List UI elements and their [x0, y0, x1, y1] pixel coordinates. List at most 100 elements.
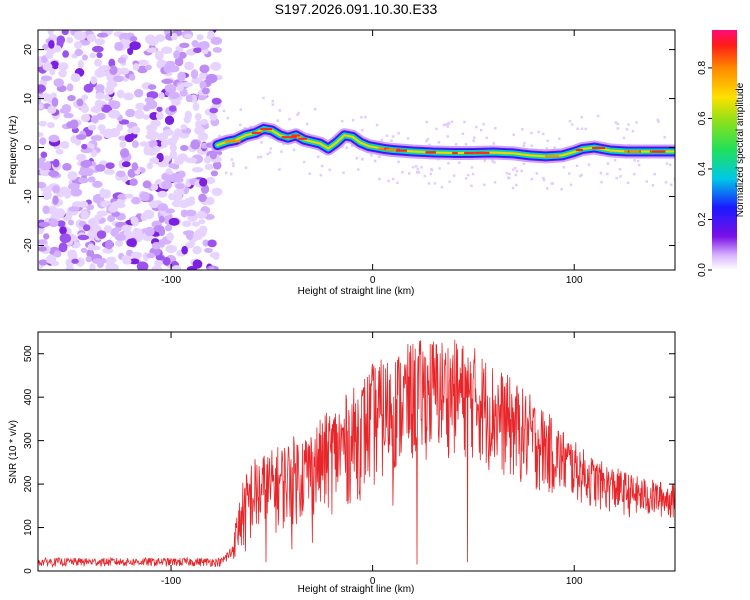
noise-blob — [140, 212, 148, 222]
faint-cell — [385, 134, 389, 138]
noise-blob — [181, 220, 192, 227]
noise-blob — [161, 46, 173, 54]
noise-blob — [169, 150, 178, 160]
noise-blob — [198, 219, 206, 225]
ridge-hot — [395, 149, 408, 152]
faint-cell — [656, 118, 660, 122]
noise-blob — [193, 234, 203, 241]
noise-blob — [201, 87, 210, 95]
noise-blob — [108, 205, 118, 213]
noise-blob — [204, 247, 213, 254]
faint-cell — [515, 169, 519, 173]
noise-blob — [184, 209, 197, 217]
noise-blob — [60, 140, 70, 149]
noise-blob — [65, 265, 74, 270]
noise-blob — [178, 199, 190, 209]
noise-blob — [102, 247, 114, 254]
faint-cell — [606, 172, 609, 176]
noise-blob — [75, 153, 87, 162]
faint-cell — [657, 120, 660, 123]
faint-cell — [464, 143, 468, 146]
noise-blob — [184, 33, 193, 39]
noise-blob — [52, 185, 60, 194]
noise-blob — [142, 114, 150, 120]
noise-blob — [165, 174, 173, 183]
noise-blob — [155, 111, 164, 121]
noise-blob — [59, 226, 67, 235]
faint-cell — [416, 167, 420, 171]
noise-blob — [197, 41, 209, 50]
faint-cell — [387, 179, 390, 183]
figure-title: S197.2026.091.10.30.E33 — [275, 1, 438, 17]
noise-blob — [129, 178, 138, 186]
faint-cell — [546, 187, 549, 190]
faint-cell — [619, 175, 622, 178]
faint-cell — [631, 130, 635, 133]
noise-blob — [107, 214, 116, 223]
noise-blob — [105, 239, 114, 250]
noise-blob — [131, 196, 141, 205]
noise-blob — [192, 259, 203, 269]
noise-blob — [212, 47, 223, 53]
noise-blob — [90, 149, 98, 157]
noise-blob — [191, 167, 204, 173]
noise-blob — [71, 258, 79, 264]
faint-cell — [523, 141, 526, 145]
noise-blob — [134, 109, 145, 120]
noise-blob — [191, 221, 200, 227]
noise-blob — [144, 226, 155, 237]
noise-blob — [78, 177, 89, 184]
noise-blob — [38, 259, 48, 266]
faint-cell — [514, 183, 518, 187]
colorbar-tick-label: 0.0 — [697, 263, 708, 277]
noise-blob — [180, 82, 193, 88]
colorbar-tick-label: 0.2 — [697, 212, 708, 226]
noise-blob — [96, 230, 107, 239]
faint-cell — [308, 172, 312, 175]
faint-cell — [522, 162, 526, 166]
noise-blob — [211, 187, 223, 196]
noise-blob — [209, 113, 218, 121]
noise-blob — [149, 200, 160, 209]
noise-blob — [165, 168, 172, 175]
faint-cell — [377, 155, 381, 159]
noise-blob — [103, 169, 115, 175]
faint-cell — [305, 122, 309, 126]
faint-cell — [350, 144, 354, 148]
faint-cell — [319, 173, 323, 177]
faint-cell — [360, 128, 364, 132]
noise-blob — [208, 267, 215, 270]
faint-cell — [535, 172, 539, 175]
noise-blob — [103, 225, 113, 233]
noise-blob — [176, 83, 184, 92]
noise-blob — [94, 58, 102, 67]
noise-blob — [48, 218, 59, 228]
faint-cell — [542, 178, 546, 182]
noise-blob — [92, 45, 104, 53]
spectrogram-ytick-label: 10 — [23, 93, 34, 105]
faint-cell — [614, 121, 618, 124]
noise-blob — [80, 159, 93, 168]
faint-cell — [278, 109, 282, 112]
noise-blob — [43, 233, 50, 240]
noise-blob — [198, 225, 208, 235]
ridge-hot — [251, 131, 262, 135]
faint-cell — [511, 168, 515, 171]
snr-ytick-label: 300 — [23, 432, 34, 449]
ridge-hot — [229, 139, 236, 142]
noise-blob — [198, 193, 207, 203]
noise-blob — [184, 242, 195, 249]
faint-cell — [454, 143, 458, 146]
spectrogram-xtick-label: -100 — [161, 275, 181, 286]
faint-cell — [225, 171, 228, 175]
faint-cell — [584, 127, 587, 131]
noise-blob — [209, 107, 219, 114]
noise-blob — [42, 62, 53, 71]
faint-cell — [361, 158, 364, 161]
noise-blob — [173, 128, 182, 138]
noise-blob — [121, 224, 132, 232]
faint-cell — [373, 159, 377, 163]
faint-cell — [522, 144, 526, 147]
noise-blob — [125, 108, 136, 118]
noise-blob — [87, 176, 96, 183]
